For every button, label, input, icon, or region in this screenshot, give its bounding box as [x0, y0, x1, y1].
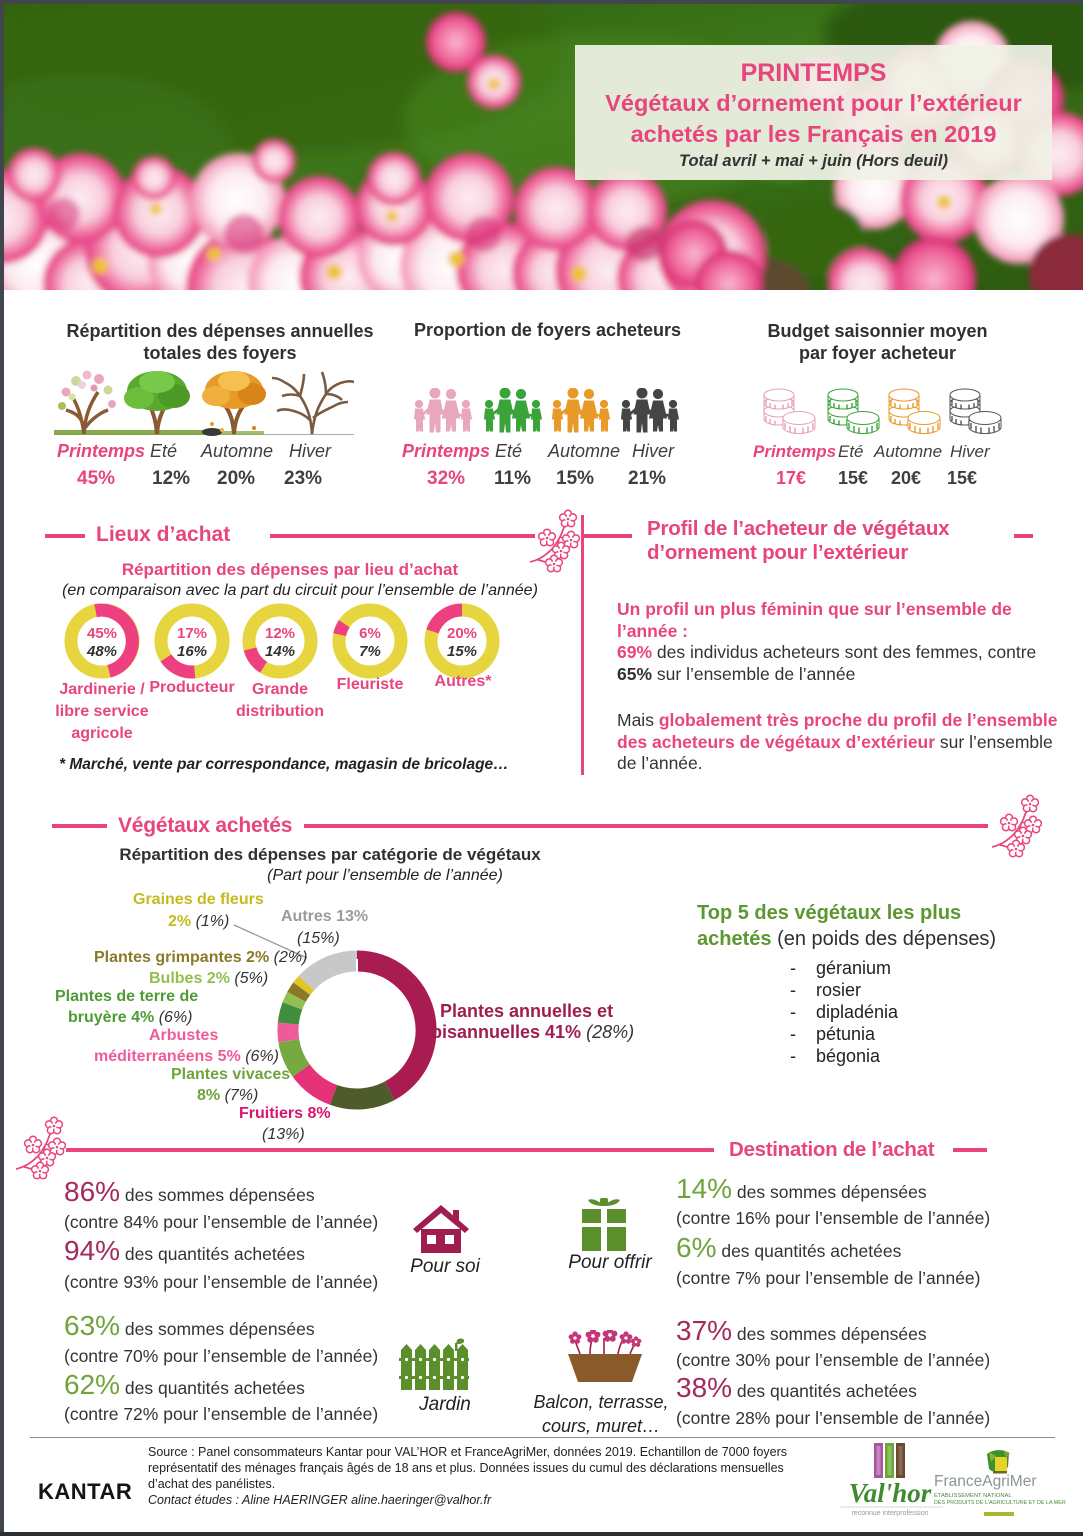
svg-text:ETABLISSEMENT NATIONAL: ETABLISSEMENT NATIONAL: [934, 1493, 1012, 1499]
svg-text:FranceAgriMer: FranceAgriMer: [934, 1473, 1037, 1490]
svg-text:Val'hor: Val'hor: [849, 1478, 932, 1508]
svg-text:reconnue interprofession: reconnue interprofession: [851, 1510, 928, 1517]
svg-text:DES PRODUITS DE L'AGRICULTURE: DES PRODUITS DE L'AGRICULTURE ET DE LA M…: [934, 1500, 1066, 1506]
